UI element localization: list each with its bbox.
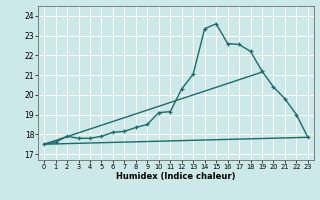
X-axis label: Humidex (Indice chaleur): Humidex (Indice chaleur) [116,172,236,181]
